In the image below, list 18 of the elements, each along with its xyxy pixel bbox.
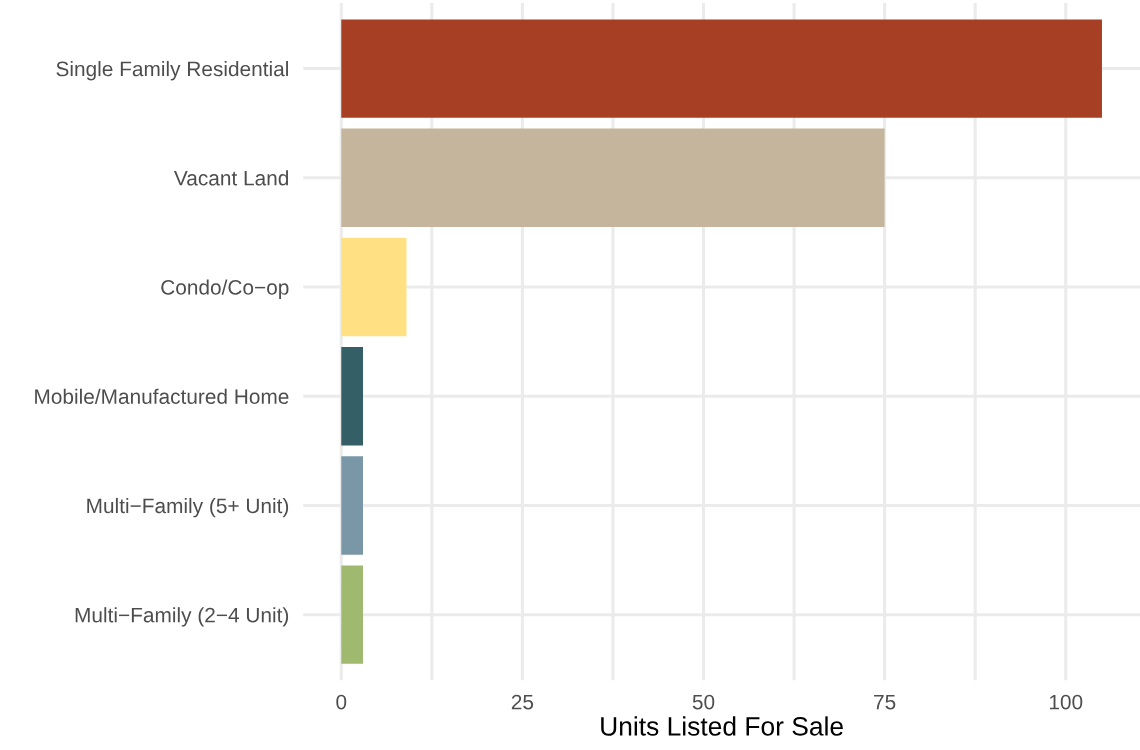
x-axis-title: Units Listed For Sale [601, 716, 843, 736]
y-tick-label: Condo/Co−op [161, 279, 289, 299]
y-tick-label: Mobile/Manufactured Home [35, 388, 289, 404]
y-tick-label: Vacant Land [173, 170, 289, 186]
bar [341, 347, 364, 446]
y-tick-label: Multi−Family (5+ Unit) [87, 497, 289, 518]
x-tick-label: 25 [511, 694, 534, 710]
bar [341, 565, 364, 664]
bar [341, 456, 364, 555]
bar [341, 19, 1102, 118]
y-tick-label: Single Family Residential [56, 60, 288, 81]
y-tick-label: Multi−Family (2−4 Unit) [75, 607, 289, 627]
x-tick-label: 75 [874, 694, 896, 710]
x-tick-label: 0 [336, 694, 347, 710]
bar [341, 128, 885, 227]
x-tick-label: 50 [692, 694, 715, 710]
x-tick-label: 100 [1049, 694, 1083, 710]
bar [341, 237, 407, 337]
